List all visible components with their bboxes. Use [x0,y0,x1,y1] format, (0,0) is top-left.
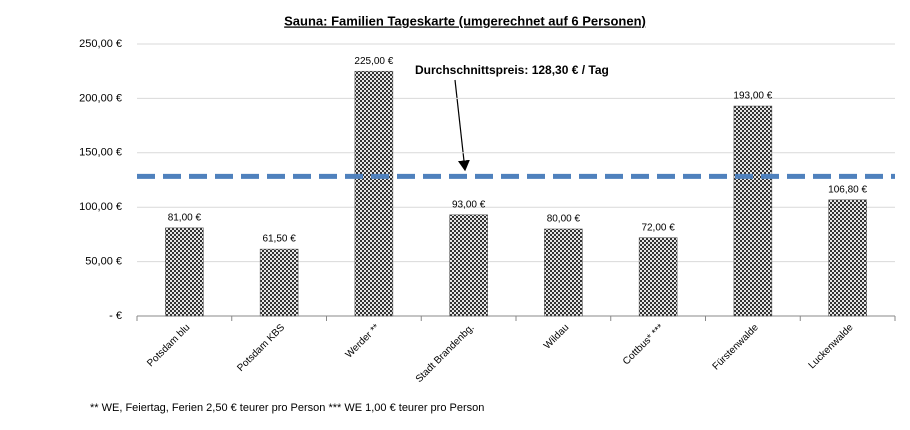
y-tick-label: 100,00 € [79,201,122,213]
y-tick-label: - € [109,310,122,322]
bar [354,70,394,317]
x-tick-label: Werder ** [344,322,382,360]
value-label: 81,00 € [168,213,202,224]
x-tick-label: Fürstenwalde [711,322,762,373]
annotation-arrow [454,79,470,172]
y-tick-label: 150,00 € [79,147,122,159]
value-label: 93,00 € [452,199,486,210]
y-tick-label: 250,00 € [79,38,122,50]
x-tick-label: Cottbus* *** [621,322,666,367]
x-tick-label: Potsdam blu [145,322,192,369]
x-tick-label: Wildau [542,322,571,351]
value-label: 193,00 € [733,91,772,102]
value-label: 72,00 € [641,222,675,233]
bar [259,248,299,317]
x-tick-label: Potsdam KBS [235,322,287,374]
value-label: 106,80 € [828,184,867,195]
x-tick-label: Stadt Brandenbg. [414,322,477,385]
y-tick-label: 50,00 € [85,256,122,268]
x-tick-label: Luckenwalde [807,322,856,371]
bar [449,214,488,317]
value-label: 225,00 € [354,56,393,67]
bar [828,199,867,317]
chart-title: Sauna: Familien Tageskarte (umgerechnet … [284,13,646,28]
annotation: Durchschnittspreis: 128,30 € / Tag [415,63,609,77]
bar [544,228,583,317]
bar [733,105,773,317]
footnote: ** WE, Feiertag, Ferien 2,50 € teurer pr… [90,402,484,414]
bar [165,227,204,317]
y-tick-label: 200,00 € [79,92,122,104]
value-label: 61,50 € [262,234,296,245]
bar [638,237,678,317]
value-label: 80,00 € [547,214,581,225]
